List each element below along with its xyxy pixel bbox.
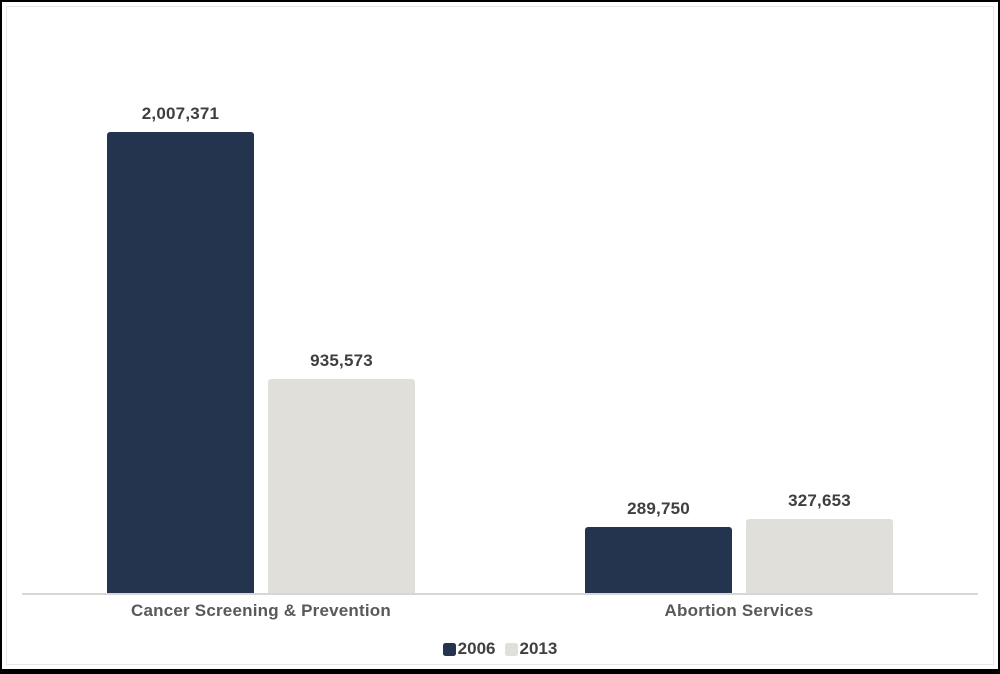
- bar-value-label: 289,750: [627, 499, 690, 518]
- legend-swatch-2013-icon: [504, 642, 518, 656]
- bar-value-label: 327,653: [788, 491, 851, 510]
- category-group-abortion-services: 289,750 327,653: [500, 2, 978, 594]
- category-label-abortion-services: Abortion Services: [664, 601, 814, 620]
- plot-area: 2,007,371 935,573 289,750 327,653: [22, 2, 978, 594]
- legend-label-2013: 2013: [519, 639, 558, 658]
- category-label-cancer-screening: Cancer Screening & Prevention: [131, 601, 391, 620]
- bar-2013-category-0: 935,573: [268, 351, 415, 594]
- legend-label-2006: 2006: [457, 639, 496, 658]
- category-axis: Cancer Screening & Prevention Abortion S…: [22, 601, 978, 621]
- bar-2006-category-0: 2,007,371: [107, 104, 254, 594]
- bar-2006-category-1: 289,750: [585, 499, 732, 594]
- legend-item-2013: 2013: [504, 639, 558, 659]
- legend-item-2006: 2006: [442, 639, 496, 659]
- legend-swatch-2006-icon: [442, 642, 456, 656]
- bar-value-label: 935,573: [310, 351, 373, 370]
- category-group-cancer-screening: 2,007,371 935,573: [22, 2, 500, 594]
- legend: 2006 2013: [2, 639, 998, 659]
- x-axis-line: [22, 593, 978, 595]
- bar-2013-category-1: 327,653: [746, 491, 893, 594]
- bar-value-label: 2,007,371: [141, 104, 220, 123]
